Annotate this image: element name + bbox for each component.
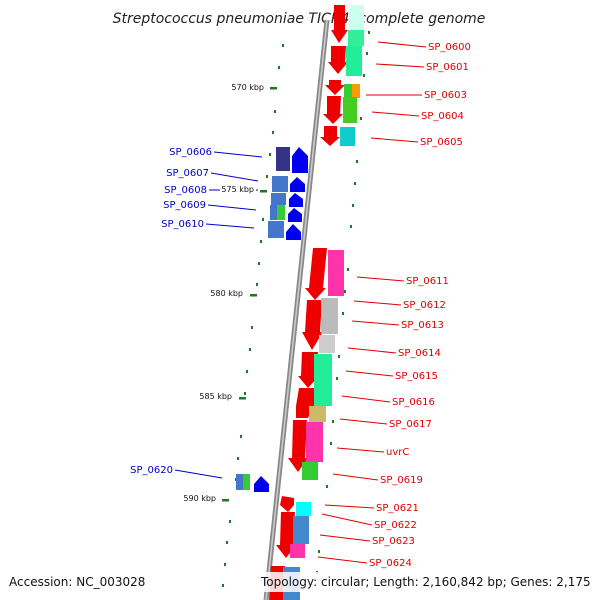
scale-label-585: 585 kbp — [199, 392, 232, 401]
reverse-gene-labels — [174, 151, 263, 479]
scale-label-580: 580 kbp — [210, 289, 243, 298]
gene-label-SP_0623[interactable]: SP_0623 — [372, 536, 415, 547]
forward-cog-track — [283, 5, 364, 600]
gene-label-SP_0610[interactable]: SP_0610 — [161, 219, 204, 230]
gene-label-SP_0612[interactable]: SP_0612 — [403, 300, 446, 311]
cds-arrow — [289, 193, 303, 207]
gene-label-uvrC[interactable]: uvrC — [386, 447, 409, 458]
gene-label-SP_0620[interactable]: SP_0620 — [130, 465, 173, 476]
gene-label-SP_0607[interactable]: SP_0607 — [166, 168, 209, 179]
gene-label-SP_0600[interactable]: SP_0600 — [428, 42, 471, 53]
scale-major-ticks — [222, 87, 277, 502]
cds-arrow — [320, 126, 340, 146]
cds-arrow — [298, 352, 319, 388]
cds-arrow — [302, 300, 323, 350]
cds-arrow — [254, 476, 269, 492]
accession-text: Accession: NC_003028 — [9, 575, 145, 589]
gene-label-SP_0604[interactable]: SP_0604 — [421, 111, 464, 122]
scale-label-575: 575 kbp — [221, 185, 254, 194]
gene-label-SP_0614[interactable]: SP_0614 — [398, 348, 441, 359]
gene-label-SP_0613[interactable]: SP_0613 — [401, 320, 444, 331]
reverse-cds-track — [236, 147, 308, 492]
cds-arrow — [288, 208, 302, 222]
gene-label-SP_0605[interactable]: SP_0605 — [420, 137, 463, 148]
gene-label-SP_0609[interactable]: SP_0609 — [163, 200, 206, 211]
cds-arrow — [292, 147, 308, 173]
cds-arrow — [305, 248, 327, 300]
gene-label-SP_0608[interactable]: SP_0608 — [164, 185, 207, 196]
gene-label-SP_0619[interactable]: SP_0619 — [380, 475, 423, 486]
cds-arrow — [286, 224, 301, 240]
scale-label-570: 570 kbp — [231, 83, 264, 92]
genome-summary-text: Topology: circular; Length: 2,160,842 bp… — [260, 575, 591, 589]
cds-arrow — [290, 177, 305, 192]
map-title: Streptococcus pneumoniae TICR4, complete… — [113, 11, 486, 27]
gene-label-SP_0617[interactable]: SP_0617 — [389, 419, 432, 430]
gene-label-SP_0624[interactable]: SP_0624 — [369, 558, 412, 569]
scale-label-590: 590 kbp — [183, 494, 216, 503]
cds-arrow — [280, 496, 294, 512]
cds-arrow — [328, 46, 348, 74]
gene-label-SP_0622[interactable]: SP_0622 — [374, 520, 417, 531]
cds-arrow — [288, 420, 308, 472]
gene-label-SP_0615[interactable]: SP_0615 — [395, 371, 438, 382]
gene-label-SP_0606[interactable]: SP_0606 — [169, 147, 212, 158]
gene-label-SP_0616[interactable]: SP_0616 — [392, 397, 435, 408]
cds-arrow — [325, 80, 345, 95]
forward-gene-labels — [317, 41, 427, 564]
gene-label-SP_0611[interactable]: SP_0611 — [406, 276, 449, 287]
gene-label-SP_0601[interactable]: SP_0601 — [426, 62, 469, 73]
gene-label-SP_0621[interactable]: SP_0621 — [376, 503, 419, 514]
cds-arrow — [331, 5, 348, 43]
cds-arrow — [323, 96, 343, 124]
gene-label-SP_0603[interactable]: SP_0603 — [424, 90, 467, 101]
